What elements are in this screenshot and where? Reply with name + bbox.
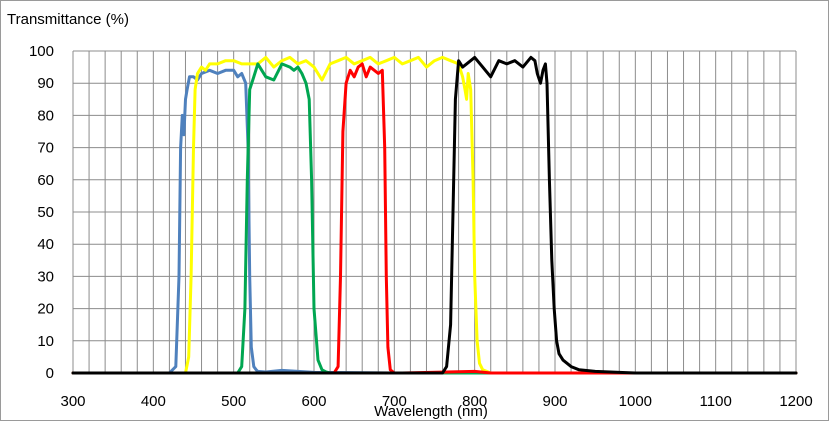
x-tick-label: 1100: [700, 393, 732, 410]
y-tick-label: 10: [37, 333, 54, 350]
series-line-1: [71, 68, 798, 375]
y-tick-label: 40: [37, 236, 54, 253]
x-tick-label: 600: [301, 393, 326, 410]
y-tick-label: 80: [37, 107, 54, 124]
y-tick-label: 20: [37, 301, 54, 318]
series-line-3: [71, 62, 798, 375]
x-tick-labels: 300 400 500 600 700 800 900 1000 1100 1200: [60, 393, 812, 410]
x-tick-label: 1200: [779, 393, 812, 410]
series-line-4: [71, 62, 798, 375]
x-axis-label: Wavelength (nm): [374, 403, 488, 420]
y-tick-label: 100: [29, 43, 54, 60]
series-line-5: [71, 55, 798, 375]
y-axis-label: Transmittance (%): [7, 11, 129, 28]
y-tick-label: 30: [37, 268, 54, 285]
y-tick-label: 50: [37, 204, 54, 221]
grid: [72, 50, 797, 374]
series-group: [71, 55, 798, 375]
y-tick-label: 70: [37, 140, 54, 157]
x-tick-label: 900: [542, 393, 567, 410]
series-line-2: [71, 55, 798, 375]
y-tick-label: 90: [37, 75, 54, 92]
y-tick-labels: 0 10 20 30 40 50 60 70 80 90 100: [29, 43, 54, 382]
x-tick-label: 800: [462, 393, 487, 410]
x-tick-label: 300: [60, 393, 85, 410]
y-tick-label: 60: [37, 172, 54, 189]
x-tick-label: 400: [141, 393, 166, 410]
x-tick-label: 500: [221, 393, 246, 410]
x-tick-label: 1000: [619, 393, 652, 410]
y-tick-label: 0: [46, 365, 54, 382]
x-tick-label: 700: [382, 393, 407, 410]
